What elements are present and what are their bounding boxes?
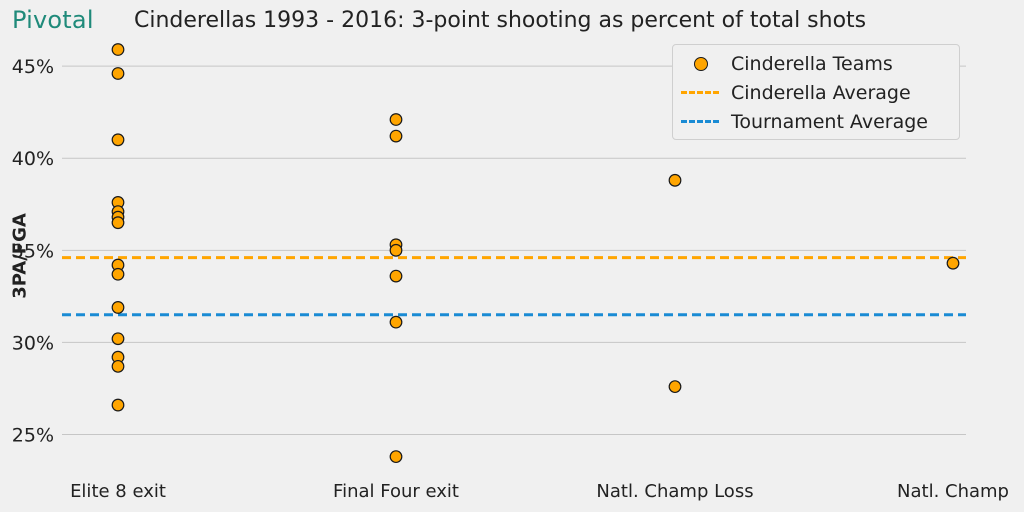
data-point-final-four-exit-15 (389, 129, 403, 143)
data-point-elite-8-exit-6 (111, 216, 125, 230)
data-point-elite-8-exit-10 (111, 332, 125, 346)
y-tick-label-35: 35% (12, 240, 54, 262)
data-point-elite-8-exit-9 (111, 301, 125, 314)
y-tick-label-30: 30% (12, 332, 54, 354)
data-point-elite-8-exit-13 (111, 398, 125, 412)
x-tick-label-natl-champ: Natl. Champ (897, 481, 1009, 502)
x-tick-label-natl-champ-loss: Natl. Champ Loss (596, 481, 753, 502)
y-tick-label-45: 45% (12, 56, 54, 78)
data-point-elite-8-exit-1 (111, 67, 125, 80)
data-point-final-four-exit-19 (389, 315, 403, 329)
legend-line-cinderella-average (681, 91, 719, 94)
data-point-elite-8-exit-2 (111, 133, 125, 147)
data-point-final-four-exit-18 (389, 269, 403, 283)
legend-item-cinderella-average: Cinderella Average (673, 78, 959, 107)
data-point-final-four-exit-17 (389, 243, 403, 257)
legend: Cinderella Teams Cinderella Average Tour… (672, 44, 960, 140)
x-tick-label-elite-8-exit: Elite 8 exit (70, 481, 166, 502)
data-point-natl-champ-23 (946, 256, 960, 270)
chart-title: Cinderellas 1993 - 2016: 3-point shootin… (134, 8, 867, 33)
data-point-natl-champ-loss-21 (668, 173, 682, 187)
data-point-final-four-exit-20 (389, 450, 403, 464)
y-axis-label: 3PA/FGA (9, 213, 31, 299)
legend-label-tournament-average: Tournament Average (731, 110, 928, 133)
legend-label-cinderella-average: Cinderella Average (731, 81, 911, 104)
y-tick-label-40: 40% (12, 148, 54, 170)
legend-label-cinderella-teams: Cinderella Teams (731, 52, 893, 75)
legend-item-cinderella-teams: Cinderella Teams (673, 49, 959, 78)
y-tick-label-25: 25% (12, 425, 54, 447)
legend-item-tournament-average: Tournament Average (673, 107, 959, 136)
data-point-natl-champ-loss-22 (668, 380, 682, 394)
data-point-elite-8-exit-8 (111, 267, 125, 281)
x-tick-label-final-four-exit: Final Four exit (333, 481, 459, 502)
data-point-final-four-exit-14 (389, 113, 403, 126)
pivotal-logo: Pivotal (12, 6, 94, 34)
legend-line-tournament-average (681, 120, 719, 123)
data-point-elite-8-exit-0 (111, 43, 125, 56)
data-point-elite-8-exit-12 (111, 359, 125, 373)
legend-marker-cinderella-teams (694, 57, 708, 71)
